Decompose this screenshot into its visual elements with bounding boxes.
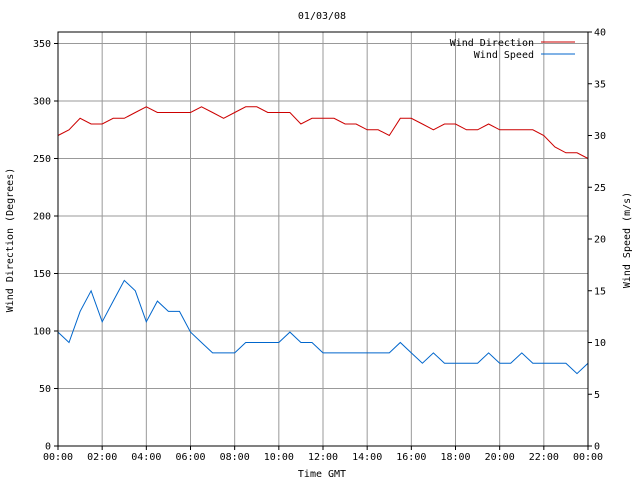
tick-labels: 00:00 02:00 04:00 06:00 08:00 10:00 12:00 14:00… [33, 28, 606, 464]
y-left-tick-label: 50 [39, 384, 51, 395]
x-tick-label: 22:00 [529, 452, 559, 463]
y-right-tick-label: 30 [594, 131, 606, 142]
series-line-wind-speed [57, 279, 589, 375]
y-right-tick-label: 25 [594, 183, 606, 194]
x-tick-label: 16:00 [396, 452, 426, 463]
legend: Wind Direction Wind Speed [450, 38, 575, 61]
tick-marks [54, 31, 592, 450]
chart-title: 01/03/08 [298, 11, 346, 22]
x-tick-label: 02:00 [87, 452, 117, 463]
y-right-tick-label: 0 [594, 442, 600, 453]
y-right-tick-label: 5 [594, 390, 600, 401]
x-axis-label: Time GMT [298, 469, 346, 480]
y-left-tick-label: 0 [45, 442, 51, 453]
y-axis-right-label: Wind Speed (m/s) [622, 192, 633, 288]
x-tick-label: 14:00 [352, 452, 382, 463]
x-tick-label: 10:00 [264, 452, 294, 463]
x-tick-label: 00:00 [573, 452, 603, 463]
y-left-tick-label: 200 [33, 212, 51, 223]
series-line-wind-direction [57, 106, 589, 159]
x-tick-label: 12:00 [308, 452, 338, 463]
x-tick-label: 04:00 [131, 452, 161, 463]
y-left-tick-label: 100 [33, 327, 51, 338]
y-left-tick-label: 150 [33, 269, 51, 280]
y-right-tick-label: 10 [594, 338, 606, 349]
grid-lines [58, 32, 588, 447]
y-right-tick-label: 40 [594, 28, 606, 39]
legend-label-wind-direction: Wind Direction [450, 38, 534, 49]
x-tick-label: 06:00 [175, 452, 205, 463]
y-left-tick-label: 300 [33, 97, 51, 108]
legend-label-wind-speed: Wind Speed [474, 50, 534, 61]
y-left-tick-label: 350 [33, 39, 51, 50]
x-tick-label: 20:00 [485, 452, 515, 463]
y-right-tick-label: 20 [594, 235, 606, 246]
series-layer [57, 106, 589, 375]
y-left-tick-label: 250 [33, 154, 51, 165]
y-right-tick-label: 35 [594, 79, 606, 90]
x-tick-label: 00:00 [43, 452, 73, 463]
x-tick-label: 08:00 [220, 452, 250, 463]
y-right-tick-label: 15 [594, 286, 606, 297]
x-tick-label: 18:00 [440, 452, 470, 463]
y-axis-left-label: Wind Direction (Degrees) [5, 168, 16, 313]
